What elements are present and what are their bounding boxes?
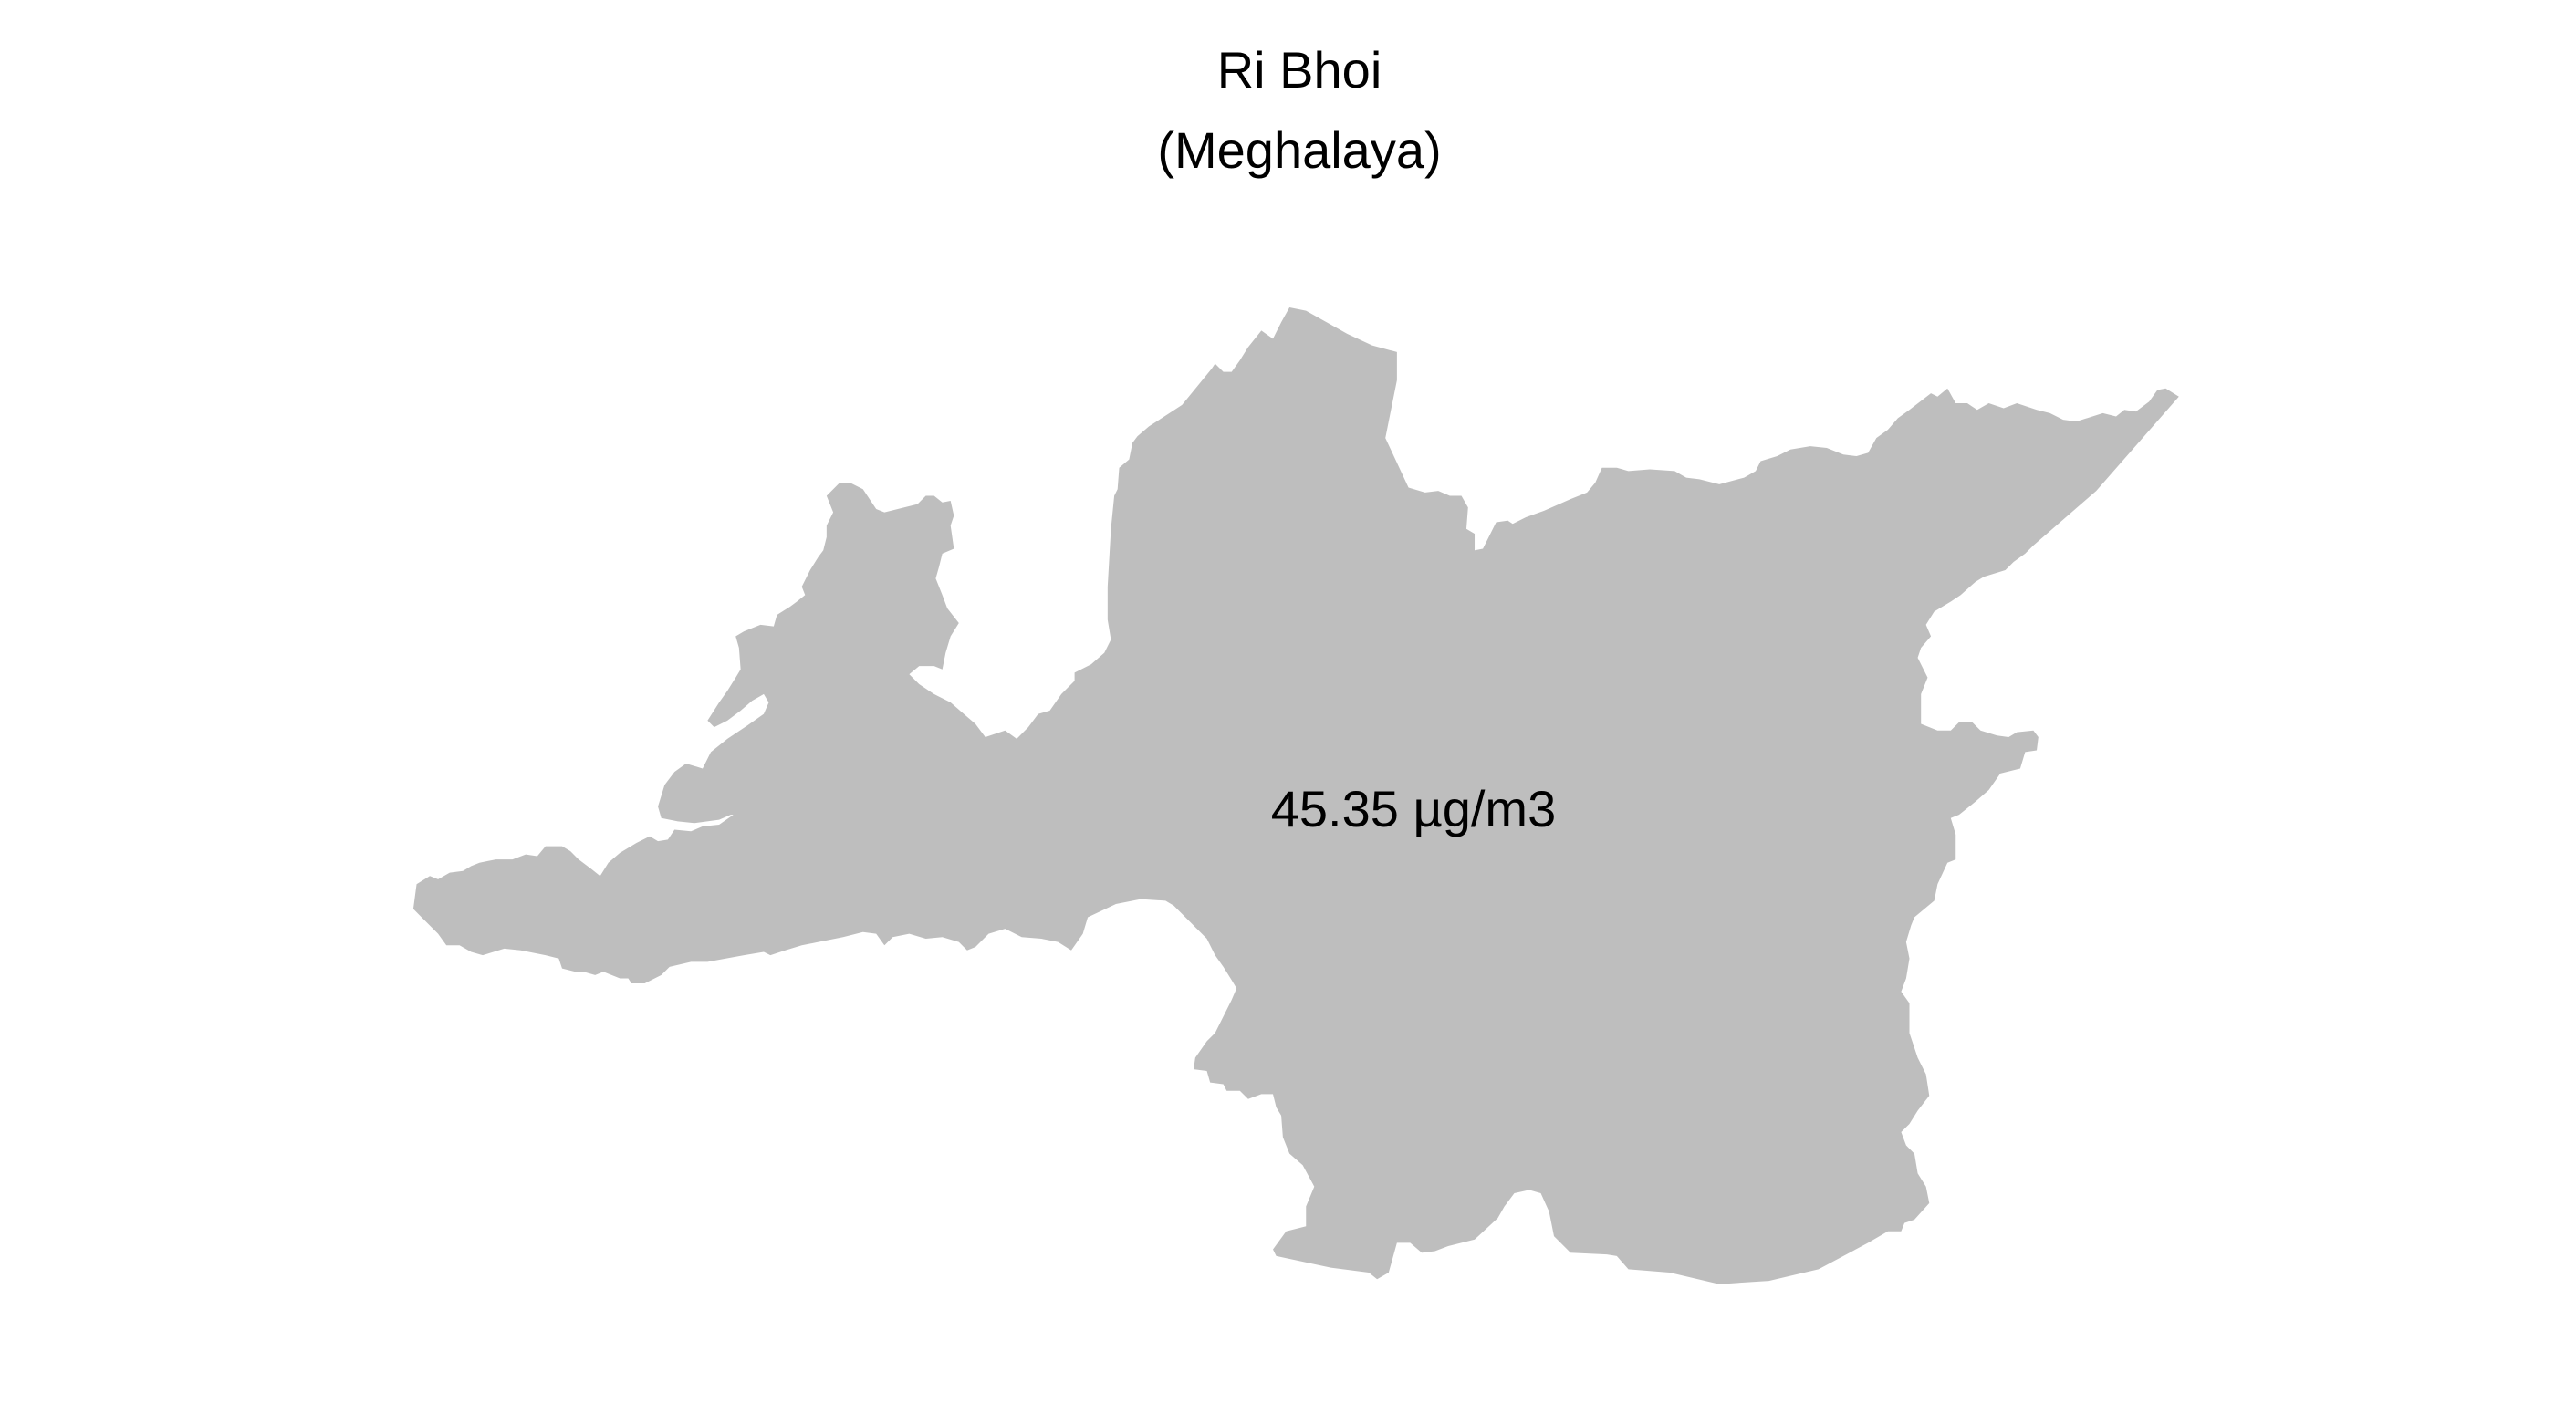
map-subtitle: (Meghalaya)	[1157, 121, 1441, 179]
district-shape-ri-bhoi	[412, 307, 2179, 1284]
map-title: Ri Bhoi	[1217, 41, 1382, 99]
region-value-label: 45.35 µg/m3	[1271, 780, 1556, 837]
